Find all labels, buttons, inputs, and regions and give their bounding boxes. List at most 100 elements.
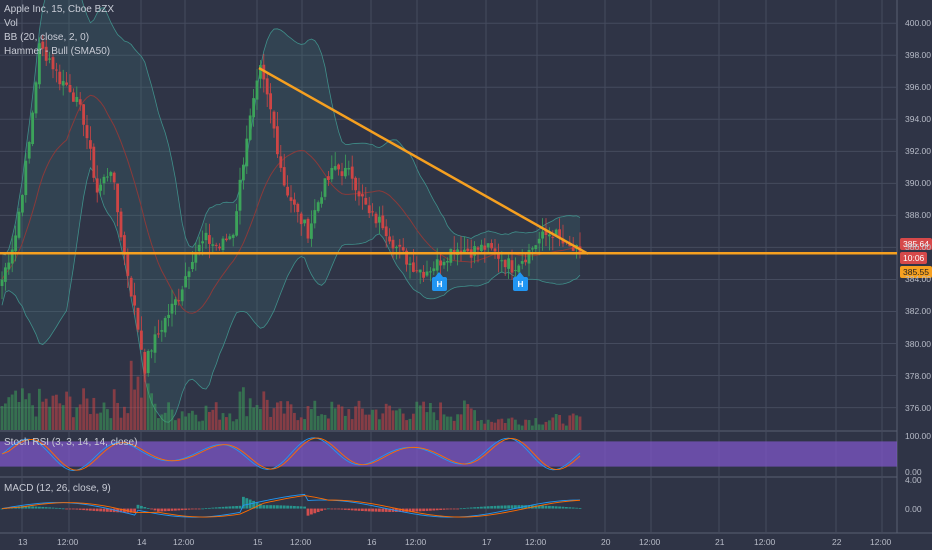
- volume-bar: [143, 368, 147, 430]
- volume-bar: [235, 419, 238, 430]
- macd-histogram-bar: [262, 505, 266, 509]
- time-tick-label: 12:00: [639, 537, 661, 547]
- candle-body: [187, 271, 191, 278]
- volume-bar: [367, 414, 371, 430]
- macd-histogram-bar: [238, 505, 242, 509]
- candle-body: [531, 248, 534, 250]
- candle-body: [405, 250, 408, 265]
- time-tick-label: 12:00: [405, 537, 427, 547]
- bollinger-upper-line: [1, 0, 581, 256]
- volume-bar: [252, 407, 255, 430]
- volume-bar: [58, 403, 62, 430]
- volume-bar: [327, 418, 330, 430]
- volume-bar: [286, 401, 289, 430]
- volume-bar: [514, 419, 517, 430]
- macd-histogram-bar: [51, 507, 55, 509]
- hammer-legend: Hammer - Bull (SMA50): [4, 46, 111, 57]
- volume-bar: [378, 419, 381, 430]
- candle-body: [490, 243, 493, 249]
- macd-histogram-bar: [92, 508, 96, 511]
- volume-bar: [364, 414, 368, 430]
- candle-body: [112, 172, 116, 183]
- candle-body: [548, 234, 551, 237]
- volume-bar: [320, 414, 323, 430]
- volume-bar: [276, 402, 279, 430]
- candle-body: [289, 197, 293, 201]
- candle-body: [425, 271, 429, 276]
- volume-bar: [255, 405, 259, 430]
- macd-histogram-bar: [310, 508, 313, 515]
- macd-histogram-bar: [514, 505, 517, 509]
- candle-body: [99, 184, 102, 191]
- macd-histogram-bar: [490, 506, 493, 509]
- volume-bar: [531, 425, 534, 430]
- macd-histogram-bar: [442, 508, 446, 510]
- macd-histogram-bar: [497, 505, 500, 509]
- sma-line: [1, 94, 581, 314]
- volume-bar: [208, 411, 211, 430]
- volume-bar: [126, 413, 130, 430]
- candle-body: [534, 245, 538, 250]
- volume-bar: [231, 421, 235, 430]
- candle-body: [58, 71, 62, 85]
- candle-body: [520, 261, 524, 264]
- candle-body: [106, 176, 109, 178]
- candle-body: [4, 267, 7, 282]
- macd-histogram-bar: [245, 498, 249, 509]
- macd-histogram-bar: [381, 508, 385, 512]
- macd-histogram-bar: [75, 508, 79, 510]
- candle-body: [14, 235, 17, 252]
- candle-body: [208, 235, 211, 244]
- candle-body: [279, 156, 283, 168]
- time-tick-label: 13: [18, 537, 28, 547]
- candle-body: [299, 213, 303, 225]
- candle-body: [558, 229, 561, 238]
- volume-bar: [10, 394, 14, 430]
- candle-body: [211, 244, 215, 246]
- candle-body: [72, 92, 75, 102]
- volume-bar: [269, 416, 272, 430]
- candle-body: [85, 125, 89, 139]
- macd-histogram-bar: [106, 508, 109, 512]
- volume-bar: [160, 414, 164, 430]
- macd-histogram-bar: [367, 508, 371, 512]
- macd-histogram-bar: [299, 506, 303, 509]
- macd-histogram-bar: [344, 508, 347, 510]
- time-tick-label: 17: [482, 537, 492, 547]
- macd-histogram-bar: [129, 508, 133, 513]
- volume-bar: [242, 387, 245, 430]
- level-price-tag: 385.55: [900, 266, 932, 278]
- volume-bar: [170, 409, 174, 430]
- stoch-tick-label: 0.00: [905, 467, 922, 477]
- volume-bar: [167, 402, 170, 430]
- volume-bar: [265, 399, 269, 430]
- macd-histogram-bar: [269, 505, 272, 509]
- candle-body: [174, 299, 177, 306]
- candle-body: [150, 350, 153, 352]
- volume-bar: [4, 403, 7, 430]
- volume-bar: [452, 420, 456, 430]
- macd-histogram-bar: [187, 508, 191, 510]
- candle-body: [238, 179, 242, 211]
- volume-bar: [449, 416, 453, 430]
- macd-histogram-bar: [412, 508, 415, 512]
- volume-bar: [225, 417, 228, 430]
- countdown-tag: 10:06: [900, 252, 928, 264]
- volume-bar: [177, 418, 181, 430]
- macd-histogram-bar: [41, 506, 45, 509]
- volume-bar: [548, 420, 551, 430]
- candle-body: [218, 246, 221, 249]
- volume-bar: [106, 409, 109, 430]
- candle-body: [252, 98, 255, 118]
- candle-body: [102, 176, 106, 184]
- macd-histogram-bar: [320, 508, 323, 511]
- hammer-marker-1[interactable]: H: [432, 272, 447, 291]
- candle-body: [153, 334, 157, 353]
- candle-body: [357, 191, 361, 197]
- hammer-marker-2[interactable]: H: [513, 272, 528, 291]
- candle-body: [378, 216, 381, 223]
- macd-histogram-bar: [255, 502, 259, 509]
- candle-body: [21, 195, 24, 213]
- candle-body: [265, 78, 269, 95]
